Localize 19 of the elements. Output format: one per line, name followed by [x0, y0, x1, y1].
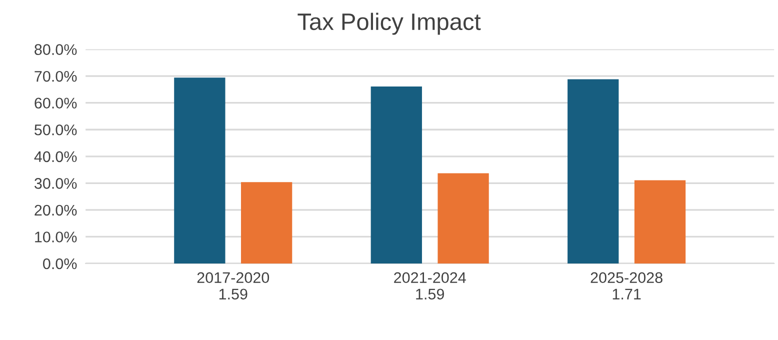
bar	[370, 86, 422, 264]
y-tick-label: 10.0%	[35, 232, 77, 242]
y-tick-label: 70.0%	[34, 70, 77, 82]
bar	[174, 78, 226, 264]
bar	[568, 79, 619, 264]
y-tick-label: 50.0%	[34, 124, 77, 136]
x-tick-label: 2025-2028 1.71	[590, 272, 662, 300]
y-tick-label: 0.0%	[43, 258, 77, 270]
x-tick-label: 2017-2020 1.59	[197, 272, 270, 300]
y-tick-label: 80.0%	[34, 44, 77, 55]
bar	[438, 173, 489, 264]
bar	[240, 182, 292, 264]
y-tick-label: 20.0%	[34, 204, 77, 216]
chart-title: Tax Policy Impact	[298, 12, 481, 35]
y-tick-label: 60.0%	[34, 98, 77, 109]
bar	[634, 180, 686, 264]
y-tick-label: 40.0%	[34, 151, 77, 162]
y-tick-label: 30.0%	[34, 178, 77, 189]
x-tick-label: 2021-2024 1.59	[394, 272, 466, 300]
